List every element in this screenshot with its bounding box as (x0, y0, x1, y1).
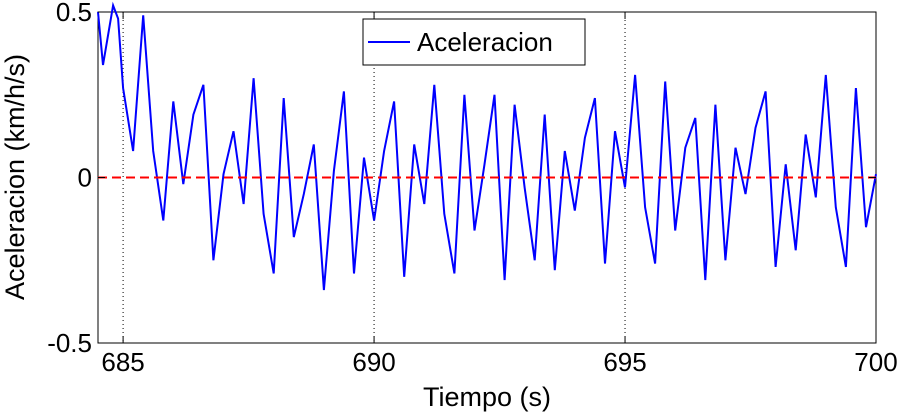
x-tick-label: 690 (352, 347, 395, 377)
x-tick-label: 700 (854, 347, 897, 377)
series-layer (97, 1, 877, 291)
y-axis-label: Aceleracion (km/h/s) (0, 54, 30, 300)
y-tick-label: 0.5 (56, 0, 92, 27)
legend: Aceleracion (362, 18, 586, 66)
x-tick-label: 695 (603, 347, 646, 377)
y-tick-label: 0 (78, 163, 92, 193)
series-aceleracion (97, 1, 877, 291)
x-tick-label: 685 (101, 347, 144, 377)
x-axis-label: Tiempo (s) (423, 382, 551, 412)
legend-entry-aceleracion: Aceleracion (417, 27, 553, 57)
y-tick-label: -0.5 (47, 328, 92, 358)
ticks-layer: 685 690 695 700 -0.5 0 0.5 (47, 0, 898, 377)
